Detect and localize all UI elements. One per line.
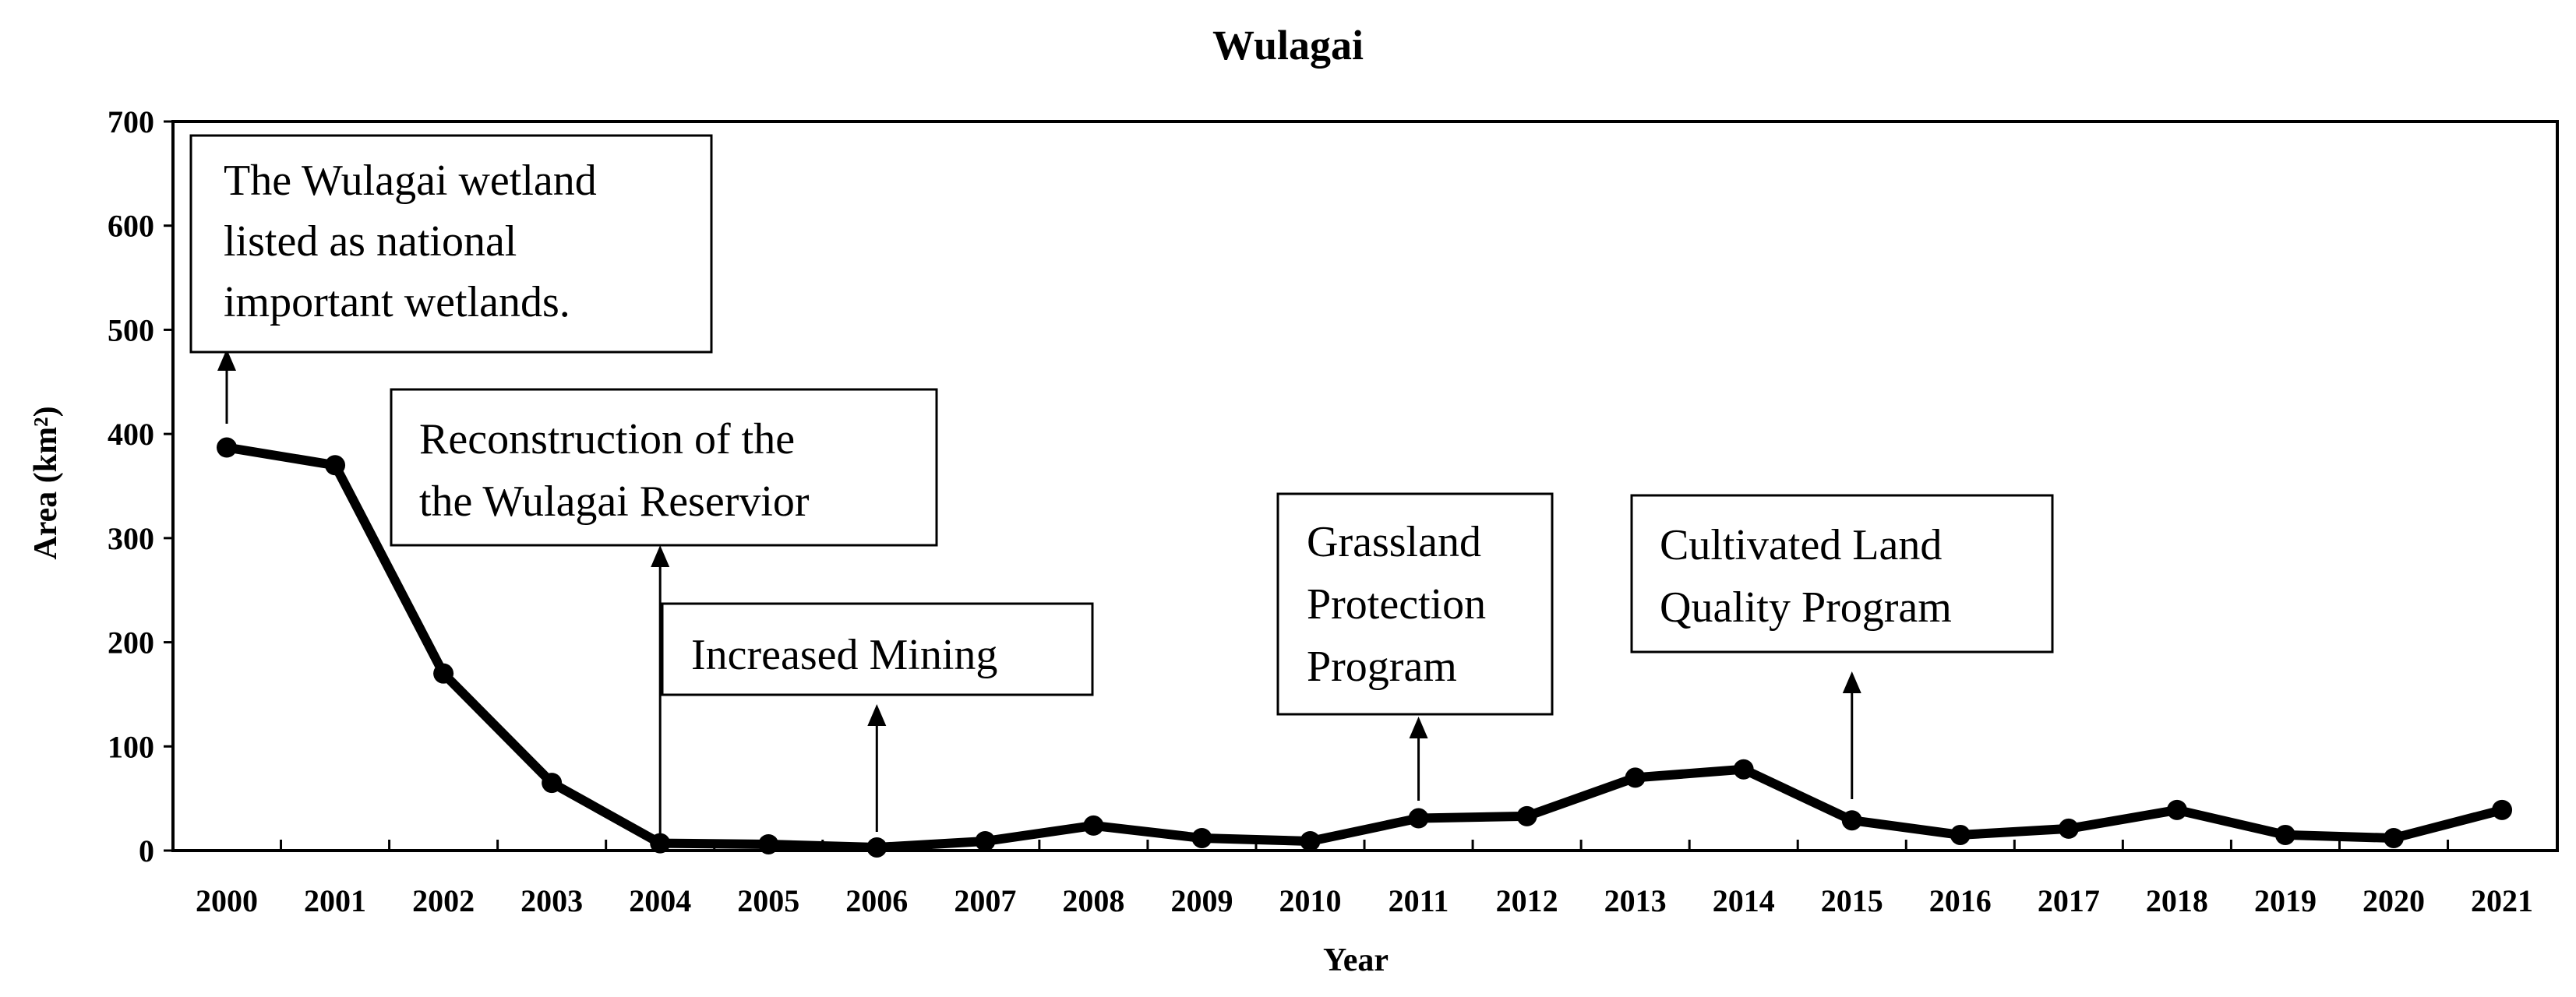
annotation-box xyxy=(1630,494,2054,654)
x-tick-label: 2003 xyxy=(520,883,583,918)
annotation-arrow-head xyxy=(217,349,236,371)
series-line xyxy=(222,442,2507,852)
annotation-text: Grassland xyxy=(1307,518,1481,566)
annotation-arrows xyxy=(217,349,1861,837)
x-tick-label: 2006 xyxy=(845,883,908,918)
x-tick-label: 2001 xyxy=(304,883,366,918)
data-point xyxy=(2274,824,2295,845)
data-point xyxy=(1300,830,1321,851)
annotation-text: Program xyxy=(1307,643,1457,691)
annotation-text: Protection xyxy=(1307,580,1486,629)
x-tick-label: 2016 xyxy=(1929,883,1992,918)
data-point xyxy=(1841,810,1862,831)
x-tick-label: 2000 xyxy=(196,883,258,918)
x-tick-label: 2005 xyxy=(737,883,799,918)
annotation-grassland: Grassland Protection Program xyxy=(1276,492,1554,716)
annotation-text: The Wulagai wetland xyxy=(224,157,597,205)
y-tick-label: 200 xyxy=(108,625,154,661)
annotation-box xyxy=(661,602,1094,696)
y-axis: 0 100 200 300 400 500 600 700 xyxy=(108,104,173,868)
annotation-wetland: The Wulagai wetland listed as national imp… xyxy=(189,134,713,354)
y-tick-label: 500 xyxy=(108,312,154,347)
data-point xyxy=(758,833,779,854)
data-point xyxy=(433,663,454,684)
annotation-text: listed as national xyxy=(224,217,517,266)
y-tick-label: 600 xyxy=(108,209,154,244)
x-tick-label: 2021 xyxy=(2471,883,2533,918)
data-point xyxy=(542,773,563,794)
x-tick-label: 2007 xyxy=(954,883,1016,918)
annotation-text: the Wulagai Reservior xyxy=(419,477,810,526)
data-point xyxy=(650,833,671,854)
x-tick-label: 2013 xyxy=(1604,883,1667,918)
annotation-text: Cultivated Land xyxy=(1660,521,1942,569)
chart-title: Wulagai xyxy=(1212,22,1364,69)
data-point xyxy=(2166,799,2187,820)
annotation-text: important wetlands. xyxy=(224,278,570,326)
y-tick-label: 100 xyxy=(108,729,154,764)
y-axis-label: Area (km²) xyxy=(28,406,64,559)
series-area xyxy=(217,437,2513,858)
y-tick-label: 400 xyxy=(108,417,154,452)
data-point xyxy=(217,437,237,458)
annotation-box xyxy=(189,134,713,354)
annotation-text: Quality Program xyxy=(1660,583,1952,632)
x-axis: 2000 2001 2002 2003 2004 2005 2006 2007 2008 2009… xyxy=(196,840,2533,918)
annotation-box xyxy=(390,388,938,547)
data-point xyxy=(1191,827,1212,848)
data-point xyxy=(2492,799,2513,820)
annotation-arrow-head xyxy=(1842,671,1861,693)
x-tick-label: 2011 xyxy=(1389,883,1449,918)
annotation-mining: Increased Mining xyxy=(661,602,1094,696)
x-tick-label: 2015 xyxy=(1821,883,1883,918)
x-tick-label: 2009 xyxy=(1170,883,1233,918)
y-tick-label: 700 xyxy=(108,104,154,139)
data-point xyxy=(2384,827,2404,848)
data-point xyxy=(325,455,346,476)
y-tick-label: 300 xyxy=(108,521,154,556)
annotation-reservoir: Reconstruction of the the Wulagai Reservi… xyxy=(390,388,938,547)
x-tick-label: 2014 xyxy=(1713,883,1775,918)
x-tick-label: 2002 xyxy=(412,883,475,918)
x-tick-label: 2004 xyxy=(629,883,691,918)
x-tick-label: 2020 xyxy=(2363,883,2425,918)
annotation-cultivated: Cultivated Land Quality Program xyxy=(1630,494,2054,654)
data-point xyxy=(866,837,887,858)
data-point xyxy=(1516,805,1537,826)
x-tick-label: 2018 xyxy=(2146,883,2208,918)
data-point xyxy=(1625,767,1646,788)
data-point xyxy=(2058,818,2079,839)
annotation-box xyxy=(1276,492,1554,716)
x-axis-label: Year xyxy=(1323,942,1389,978)
annotation-arrow-head xyxy=(867,704,887,726)
data-point xyxy=(975,830,996,851)
data-point xyxy=(1408,808,1429,829)
x-tick-label: 2012 xyxy=(1496,883,1558,918)
y-tick-label: 0 xyxy=(139,833,154,868)
x-tick-label: 2017 xyxy=(2038,883,2100,918)
annotation-text: Increased Mining xyxy=(691,631,997,679)
data-point xyxy=(1950,824,1971,845)
annotations: The Wulagai wetland listed as national imp… xyxy=(189,134,2054,716)
annotation-arrow-head xyxy=(1409,717,1428,738)
annotation-text: Reconstruction of the xyxy=(419,415,795,463)
x-tick-label: 2010 xyxy=(1279,883,1342,918)
data-point xyxy=(1733,759,1754,780)
x-tick-label: 2008 xyxy=(1062,883,1124,918)
x-tick-label: 2019 xyxy=(2254,883,2317,918)
data-point xyxy=(1083,815,1104,836)
annotation-arrow-head xyxy=(651,545,670,567)
